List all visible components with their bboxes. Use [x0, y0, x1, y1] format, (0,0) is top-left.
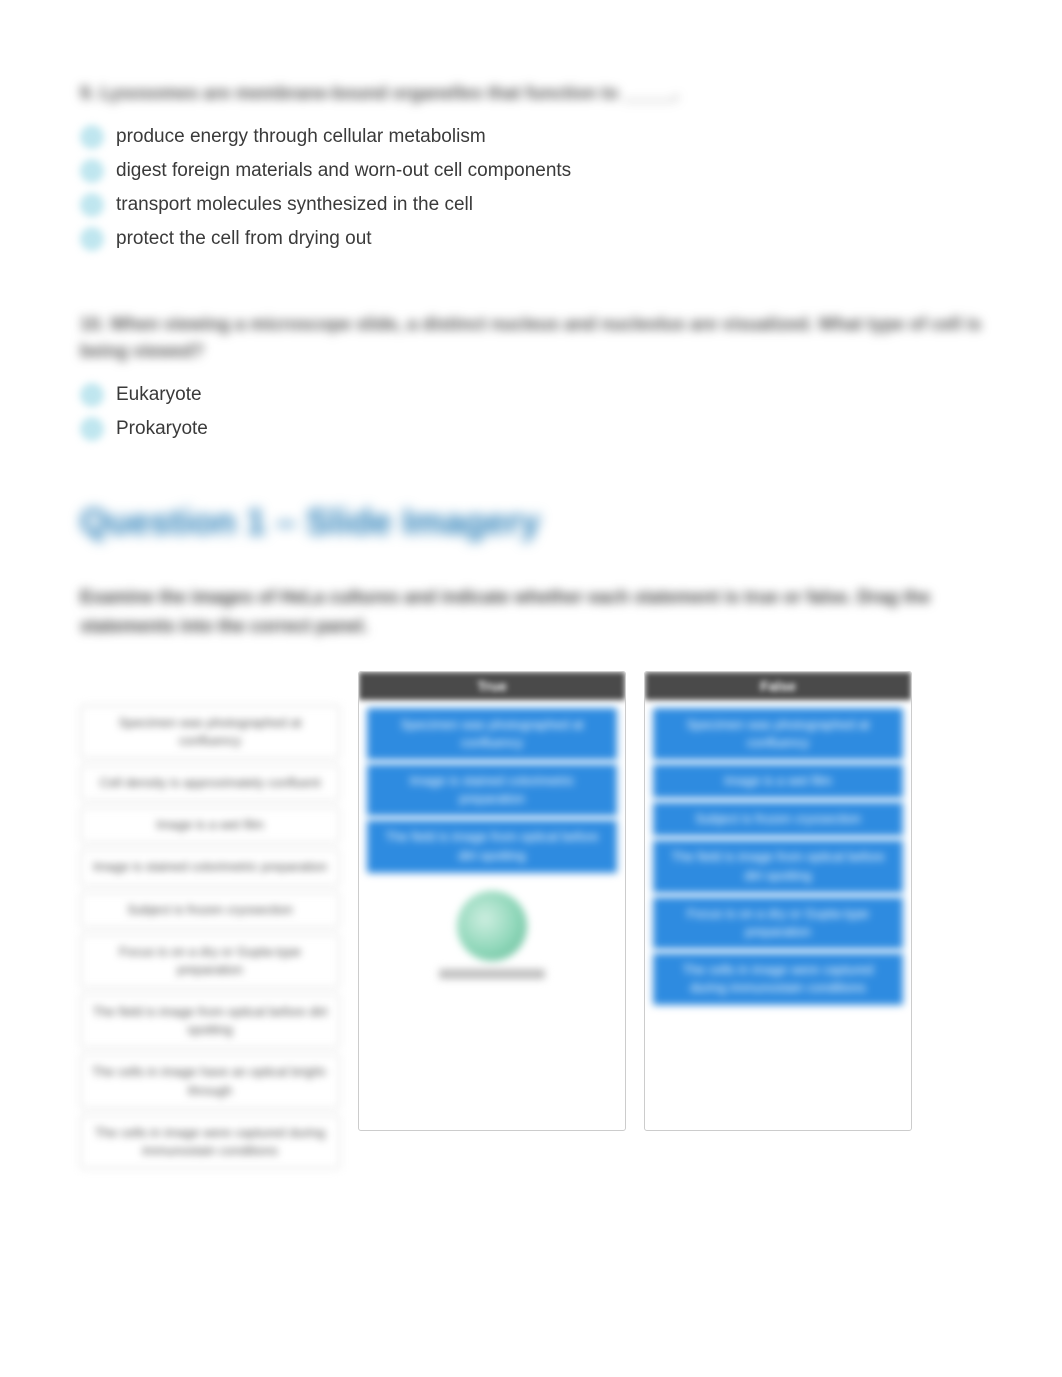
question-9: 9. Lysosomes are membrane-bound organell…: [80, 80, 982, 251]
drag-source-column: Specimen was photographed at confluency …: [80, 705, 340, 1170]
drag-source-item[interactable]: Image is a wet film: [80, 807, 340, 843]
radio-icon[interactable]: [80, 159, 104, 183]
dropped-item[interactable]: Image is stained colorimetric preparatio…: [367, 764, 617, 816]
dropped-item[interactable]: Focus is on a dry or Gupta-type preparat…: [653, 897, 903, 949]
drag-prompt: Examine the images of HeLa cultures and …: [80, 583, 982, 641]
q10-option-0[interactable]: Eukaryote: [80, 383, 982, 407]
drag-target-true-body[interactable]: Specimen was photographed at confluency …: [359, 700, 625, 1130]
drag-source-item[interactable]: Cell density is approximately confluent: [80, 765, 340, 801]
q10-option-0-text: Eukaryote: [116, 384, 202, 406]
q9-option-3[interactable]: protect the cell from drying out: [80, 227, 982, 251]
drag-target-true[interactable]: True Specimen was photographed at conflu…: [358, 671, 626, 1131]
drag-target-false-body[interactable]: Specimen was photographed at confluency …: [645, 700, 911, 1130]
radio-icon[interactable]: [80, 125, 104, 149]
q9-option-2[interactable]: transport molecules synthesized in the c…: [80, 193, 982, 217]
drag-source-item[interactable]: The field is image from optical before d…: [80, 994, 340, 1048]
dropped-item[interactable]: The field is image from optical before d…: [367, 820, 617, 872]
q9-option-0[interactable]: produce energy through cellular metaboli…: [80, 125, 982, 149]
q10-option-1[interactable]: Prokaryote: [80, 417, 982, 441]
q9-prompt: 9. Lysosomes are membrane-bound organell…: [80, 80, 982, 107]
question-10: 10. When viewing a microscope slide, a d…: [80, 311, 982, 441]
radio-icon[interactable]: [80, 417, 104, 441]
q9-option-2-text: transport molecules synthesized in the c…: [116, 194, 473, 216]
drag-target-false-header: False: [645, 672, 911, 700]
q9-option-0-text: produce energy through cellular metaboli…: [116, 126, 486, 148]
q10-prompt: 10. When viewing a microscope slide, a d…: [80, 311, 982, 365]
drag-area: Specimen was photographed at confluency …: [80, 671, 982, 1170]
drag-source-item[interactable]: Image is stained colorimetric preparatio…: [80, 849, 340, 885]
dropped-item[interactable]: Image is a wet film: [653, 764, 903, 798]
drag-source-item[interactable]: Specimen was photographed at confluency: [80, 705, 340, 759]
radio-icon[interactable]: [80, 383, 104, 407]
dropped-item[interactable]: The cells in image were captured during …: [653, 953, 903, 1005]
drag-source-item[interactable]: Focus is on a dry or Gupta-type preparat…: [80, 934, 340, 988]
drag-source-item[interactable]: The cells in image were captured during …: [80, 1115, 340, 1169]
dropped-item[interactable]: Subject is frozen cryosection: [653, 802, 903, 836]
section-heading: Question 1 – Slide Imagery: [80, 501, 982, 543]
dropped-item[interactable]: The field is image from optical before d…: [653, 840, 903, 892]
drag-source-item[interactable]: The cells in image have an optical brigh…: [80, 1054, 340, 1108]
q10-option-1-text: Prokaryote: [116, 418, 208, 440]
q9-option-1-text: digest foreign materials and worn-out ce…: [116, 160, 571, 182]
dropped-item[interactable]: Specimen was photographed at confluency: [653, 708, 903, 760]
drag-target-true-header: True: [359, 672, 625, 700]
radio-icon[interactable]: [80, 193, 104, 217]
radio-icon[interactable]: [80, 227, 104, 251]
q9-option-3-text: protect the cell from drying out: [116, 228, 372, 250]
dropped-item[interactable]: Specimen was photographed at confluency: [367, 708, 617, 760]
drag-target-false[interactable]: False Specimen was photographed at confl…: [644, 671, 912, 1131]
q9-option-1[interactable]: digest foreign materials and worn-out ce…: [80, 159, 982, 183]
drag-source-item[interactable]: Subject is frozen cryosection: [80, 892, 340, 928]
cell-image-thumb: [427, 891, 557, 981]
